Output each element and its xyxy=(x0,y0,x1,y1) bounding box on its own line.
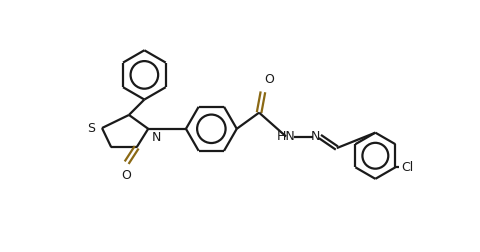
Text: S: S xyxy=(87,121,95,135)
Text: N: N xyxy=(311,130,320,143)
Text: Cl: Cl xyxy=(401,161,413,174)
Text: O: O xyxy=(122,169,132,182)
Text: HN: HN xyxy=(276,130,295,143)
Text: O: O xyxy=(264,73,275,86)
Text: N: N xyxy=(152,131,161,144)
